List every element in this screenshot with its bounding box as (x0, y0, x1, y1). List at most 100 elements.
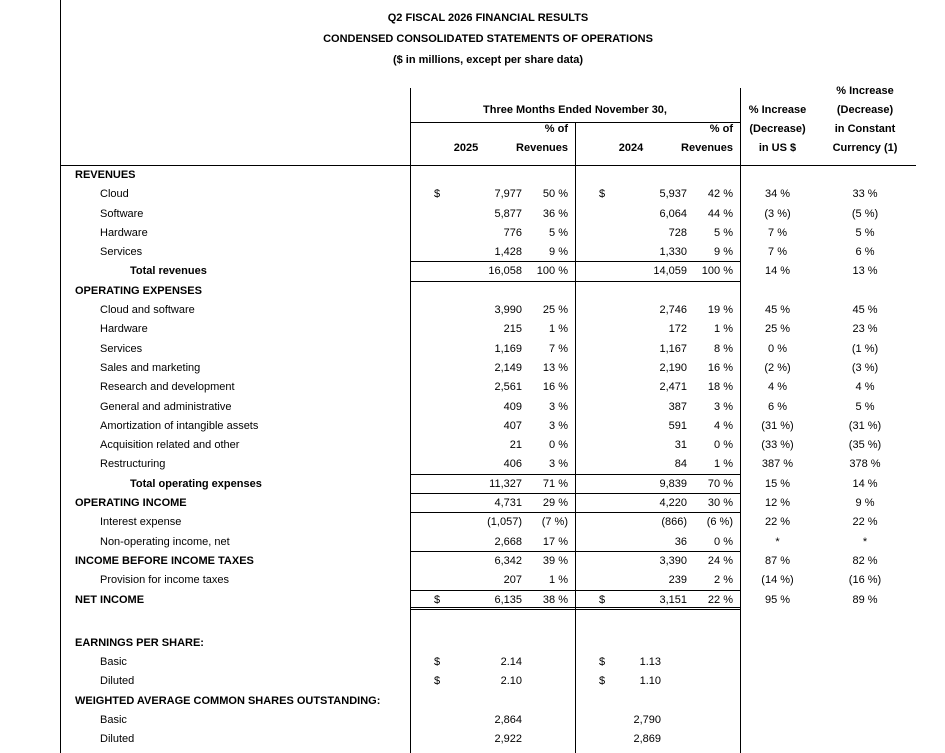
pct-change-usd: 87 % (764, 554, 791, 567)
usd-change-header-line1: % Increase (748, 104, 807, 116)
period-column-group: 14,059 100 % (575, 262, 740, 280)
pct-change-usd (740, 634, 815, 653)
pct-change-constant-currency (815, 653, 915, 672)
percent-of-revenues: 44 % (707, 207, 733, 220)
table-row: Provision for income taxes 207 1 % 239 2 % (1… (60, 571, 945, 591)
pct-change-usd: 22 % (764, 516, 791, 529)
amount-columns (410, 634, 740, 653)
period-column-group (410, 166, 575, 185)
amount-value: 2,922 (494, 733, 522, 746)
period-column-group: 21 0 % (410, 436, 575, 455)
percent-of-revenues: 5 % (714, 226, 733, 239)
amount-value: 2.10 (500, 675, 522, 688)
percent-of-revenues (522, 653, 575, 672)
table-row: OPERATING INCOME 4,731 29 % 4,220 30 % 12 % 9 … (60, 494, 945, 514)
period-column-group: $1.10 (575, 672, 740, 691)
table-row: INCOME BEFORE INCOME TAXES 6,342 39 % 3,390… (60, 552, 945, 571)
amount-value: 1.10 (639, 675, 661, 688)
currency-symbol (410, 359, 442, 378)
period-column-group: $5,937 42 % (575, 185, 740, 204)
table-row: WEIGHTED AVERAGE COMMON SHARES OUTSTANDI… (60, 692, 945, 711)
currency-symbol (575, 552, 607, 571)
amount-value: 2.14 (500, 656, 522, 669)
period-column-group: 36 0 % (575, 533, 740, 551)
currency-symbol (575, 513, 607, 532)
percent-of-revenues (522, 166, 575, 185)
row-label: Services (100, 246, 143, 259)
pct-change-constant-currency (815, 282, 915, 301)
percent-of-revenues: 30 % (707, 497, 733, 510)
percent-of-revenues: (7 %) (541, 516, 568, 529)
amount-columns: 5,877 36 % 6,064 44 % (410, 205, 740, 224)
table-row: NET INCOME $6,135 38 % $3,151 22 % 95 % 89 % (60, 591, 945, 610)
amount-value: 2,746 (659, 304, 687, 317)
period-column-group: 2,922 (410, 730, 575, 749)
amount-columns: 2,922 2,869 (410, 730, 740, 749)
currency-symbol (410, 692, 442, 711)
period-column-group: 2,149 13 % (410, 359, 575, 378)
percent-of-revenues: 18 % (707, 381, 733, 394)
row-label: EARNINGS PER SHARE: (75, 636, 204, 649)
currency-symbol (575, 692, 607, 711)
amount-columns (410, 282, 740, 301)
amount-value: 407 (503, 419, 522, 432)
amount-value: 3,390 (659, 554, 687, 567)
percent-of-revenues (687, 653, 740, 672)
percent-of-revenues (687, 692, 740, 711)
pct-change-constant-currency: 9 % (855, 497, 875, 510)
row-label: Hardware (100, 323, 148, 336)
pct-change-usd: 387 % (761, 458, 794, 471)
period-column-group: 4,731 29 % (410, 494, 575, 512)
amount-value: 387 (668, 400, 687, 413)
pct-change-usd (740, 692, 815, 711)
period-column-group: (866) (6 %) (575, 513, 740, 532)
usd-change-header-line3: in US $ (758, 142, 797, 154)
percent-of-revenues: 42 % (707, 188, 733, 201)
pct-change-usd (740, 653, 815, 672)
table-row: Total operating expenses 11,327 71 % 9,839 7… (60, 475, 945, 495)
period-column-group: 6,342 39 % (410, 552, 575, 571)
percent-of-revenues: 0 % (714, 535, 733, 548)
currency-symbol (410, 436, 442, 455)
amount-value: (1,057) (487, 516, 522, 529)
percent-of-revenues: 1 % (549, 574, 568, 587)
header-bottom-rule (60, 165, 916, 166)
row-label: Provision for income taxes (100, 574, 229, 587)
pct-change-usd (740, 282, 815, 301)
pct-change-constant-currency: (16 %) (848, 574, 882, 587)
percent-of-revenues (522, 634, 575, 653)
percent-of-revenues: 24 % (707, 554, 733, 567)
revenues-header-2025: Revenues (516, 142, 568, 154)
pct-change-usd: 34 % (764, 188, 791, 201)
revenues-header-2024: Revenues (681, 142, 733, 154)
table-row: Restructuring 406 3 % 84 1 % 387 % 378 % (60, 455, 945, 475)
amount-value: 2,790 (633, 714, 661, 727)
period-column-group: 84 1 % (575, 455, 740, 473)
row-label: Basic (100, 656, 127, 669)
statement-rows: REVENUES Cloud $7,977 50 % $5,937 42 % 34 % 33 … (60, 166, 945, 750)
currency-symbol (575, 455, 607, 473)
percent-of-revenues: 3 % (549, 419, 568, 432)
currency-symbol (575, 475, 607, 493)
percent-of-revenues: 1 % (714, 458, 733, 471)
row-label: Total operating expenses (130, 477, 262, 490)
period-column-group: 215 1 % (410, 320, 575, 339)
amount-columns: 4,731 29 % 4,220 30 % (410, 494, 740, 514)
amount-value (607, 634, 687, 653)
amount-columns: 2,149 13 % 2,190 16 % (410, 359, 740, 378)
period-column-group (410, 634, 575, 653)
currency-symbol (410, 282, 442, 301)
percent-of-revenues: (6 %) (706, 516, 733, 529)
currency-symbol (410, 301, 442, 320)
amount-value: 1,169 (494, 342, 522, 355)
currency-symbol (575, 205, 607, 224)
amount-columns: 16,058 100 % 14,059 100 % (410, 262, 740, 282)
pct-change-constant-currency: 4 % (855, 381, 875, 394)
percent-of-revenues (687, 634, 740, 653)
table-left-border (60, 0, 61, 753)
currency-symbol: $ (599, 675, 606, 688)
table-row: Hardware 776 5 % 728 5 % 7 % 5 % (60, 224, 945, 243)
period-column-group: 11,327 71 % (410, 475, 575, 493)
currency-symbol: $ (434, 593, 441, 606)
